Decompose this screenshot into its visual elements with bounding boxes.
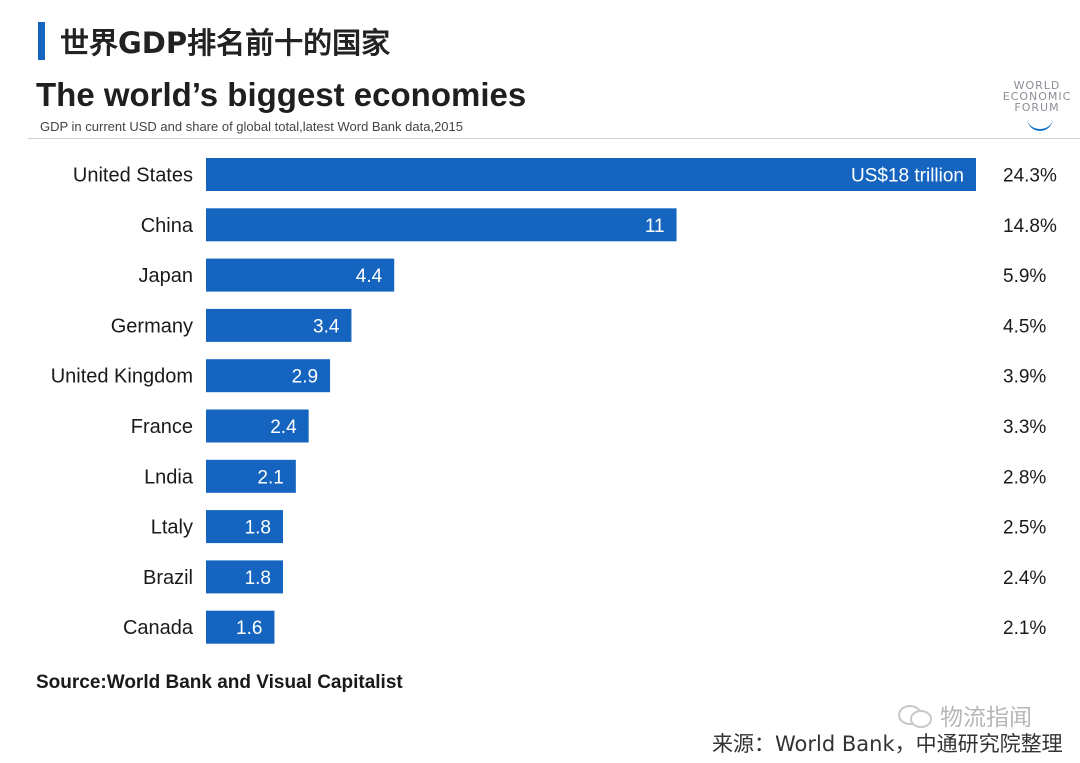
category-label: Japan [139,265,194,287]
bar [206,308,352,342]
bar [206,158,976,191]
share-label: 2.8% [1003,467,1046,488]
category-label: China [141,215,194,237]
logo-line-1: WORLD [1013,79,1061,92]
chart-title: The world’s biggest economies [36,76,527,113]
data-label: 2.4 [270,417,297,438]
share-label: 14.8% [1003,216,1057,237]
share-label: 4.5% [1003,316,1046,337]
category-label: Brazil [143,567,193,589]
bar [206,459,296,493]
data-label: 3.4 [313,316,340,337]
share-label: 3.3% [1003,417,1046,438]
world-economic-forum-logo: WORLD ECONOMIC FORUM [994,79,1080,131]
share-label: 2.5% [1003,518,1046,539]
data-label: 1.6 [236,618,262,639]
chinese-title: 世界GDP排名前十的国家 [60,26,391,60]
bar [206,510,283,544]
bar [206,258,395,292]
wechat-icon [898,703,932,728]
category-label: United Kingdom [51,366,193,388]
share-label: 2.1% [1003,618,1046,639]
chart-subtitle: GDP in current USD and share of global t… [40,119,463,134]
category-label: Lndia [144,466,194,488]
category-label: Germany [111,315,193,337]
header-divider [28,138,1080,139]
watermark-text: 物流指闻 [940,705,1032,731]
bar [206,560,283,594]
category-label: France [131,416,193,438]
data-label: 2.9 [292,367,318,388]
share-label: 5.9% [1003,266,1046,287]
data-label: 1.8 [245,568,271,589]
title-accent-bar [38,22,45,60]
footnote: 来源：World Bank，中通研究院整理 [712,732,1063,756]
data-label: 2.1 [257,467,283,488]
bar [206,208,677,242]
logo-line-2: ECONOMIC [1002,90,1072,103]
share-label: 24.3% [1003,166,1057,187]
data-label: 1.8 [245,518,271,539]
bar [206,409,309,443]
source-note: Source:World Bank and Visual Capitalist [36,672,403,693]
data-label: 4.4 [356,266,383,287]
share-label: 2.4% [1003,568,1046,589]
bar [206,359,331,393]
data-label: US$18 trillion [851,166,964,187]
watermark: 物流指闻 [898,700,1032,731]
gdp-bar-chart: United States US$18 trillion 24.3% China 11 1… [51,158,1057,644]
category-label: Canada [123,617,194,639]
logo-arc-icon [1027,115,1053,131]
share-label: 3.9% [1003,367,1046,388]
logo-line-3: FORUM [1014,101,1060,114]
bar [206,610,275,644]
data-label: 11 [645,216,665,237]
category-label: United States [73,165,193,187]
category-label: Ltaly [151,517,193,539]
